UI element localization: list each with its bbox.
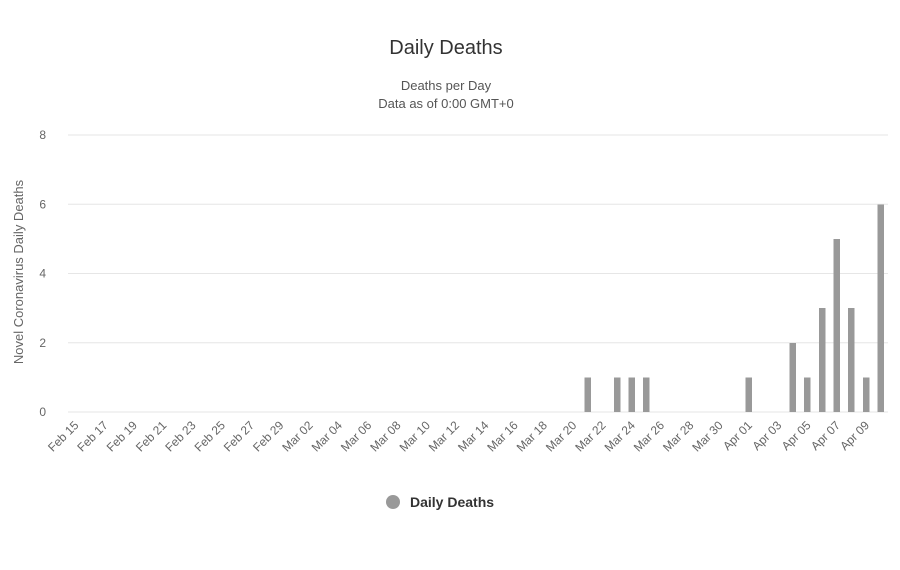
x-tick-label: Mar 20: [543, 418, 580, 455]
x-tick-label: Feb 25: [192, 418, 229, 455]
legend-label: Daily Deaths: [410, 494, 494, 510]
y-tick-label: 8: [39, 128, 46, 142]
x-tick-label: Mar 16: [484, 418, 521, 455]
x-tick-label: Mar 24: [602, 418, 639, 455]
x-tick-label: Apr 07: [808, 418, 843, 453]
legend-marker-icon: [386, 495, 400, 509]
x-tick-label: Mar 30: [689, 418, 726, 455]
x-tick-label: Mar 04: [309, 418, 346, 455]
bar[interactable]: [833, 238, 841, 413]
x-tick-label: Mar 18: [514, 418, 551, 455]
x-tick-label: Feb 15: [45, 418, 82, 455]
y-tick-label: 6: [39, 197, 46, 211]
x-tick-label: Feb 27: [221, 418, 258, 455]
x-tick-label: Mar 22: [572, 418, 609, 455]
bar[interactable]: [877, 204, 884, 412]
legend[interactable]: Daily Deaths: [386, 494, 494, 510]
chart-title: Daily Deaths: [389, 37, 502, 59]
x-tick-label: Mar 06: [338, 418, 375, 455]
chart-subtitle-line1: Deaths per Day: [401, 78, 492, 93]
bar[interactable]: [789, 342, 797, 412]
x-tick-label: Apr 03: [749, 418, 784, 453]
x-tick-label: Feb 23: [162, 418, 199, 455]
bar[interactable]: [584, 377, 592, 413]
x-tick-label: Mar 28: [660, 418, 697, 455]
bars: [584, 204, 884, 413]
bar[interactable]: [862, 377, 870, 413]
x-tick-label: Mar 08: [367, 418, 404, 455]
bar[interactable]: [818, 308, 826, 413]
x-tick-label: Mar 14: [455, 418, 492, 455]
x-tick-label: Feb 21: [133, 418, 170, 455]
chart-subtitle-line2: Data as of 0:00 GMT+0: [378, 96, 513, 111]
bar[interactable]: [745, 377, 753, 413]
x-tick-label: Mar 12: [426, 418, 463, 455]
bar[interactable]: [628, 377, 636, 413]
bar[interactable]: [613, 377, 621, 413]
x-tick-label: Mar 10: [397, 418, 434, 455]
x-tick-label: Feb 19: [104, 418, 141, 455]
x-tick-label: Feb 29: [250, 418, 287, 455]
bar[interactable]: [643, 377, 650, 413]
y-axis-label: Novel Coronavirus Daily Deaths: [11, 179, 26, 364]
x-tick-label: Apr 05: [779, 418, 814, 453]
x-tick-label: Feb 17: [74, 418, 111, 455]
bar[interactable]: [848, 308, 855, 413]
x-tick-label: Mar 02: [279, 418, 316, 455]
y-tick-label: 4: [39, 267, 46, 281]
x-tick-label: Apr 09: [837, 418, 872, 453]
y-axis-ticks: 0 2 4 6 8: [39, 128, 46, 419]
x-tick-label: Apr 01: [720, 418, 755, 453]
y-tick-label: 2: [39, 336, 46, 350]
bar[interactable]: [804, 377, 811, 413]
x-tick-label: Mar 26: [631, 418, 668, 455]
grid-lines: [68, 134, 888, 413]
y-tick-label: 0: [39, 405, 46, 419]
